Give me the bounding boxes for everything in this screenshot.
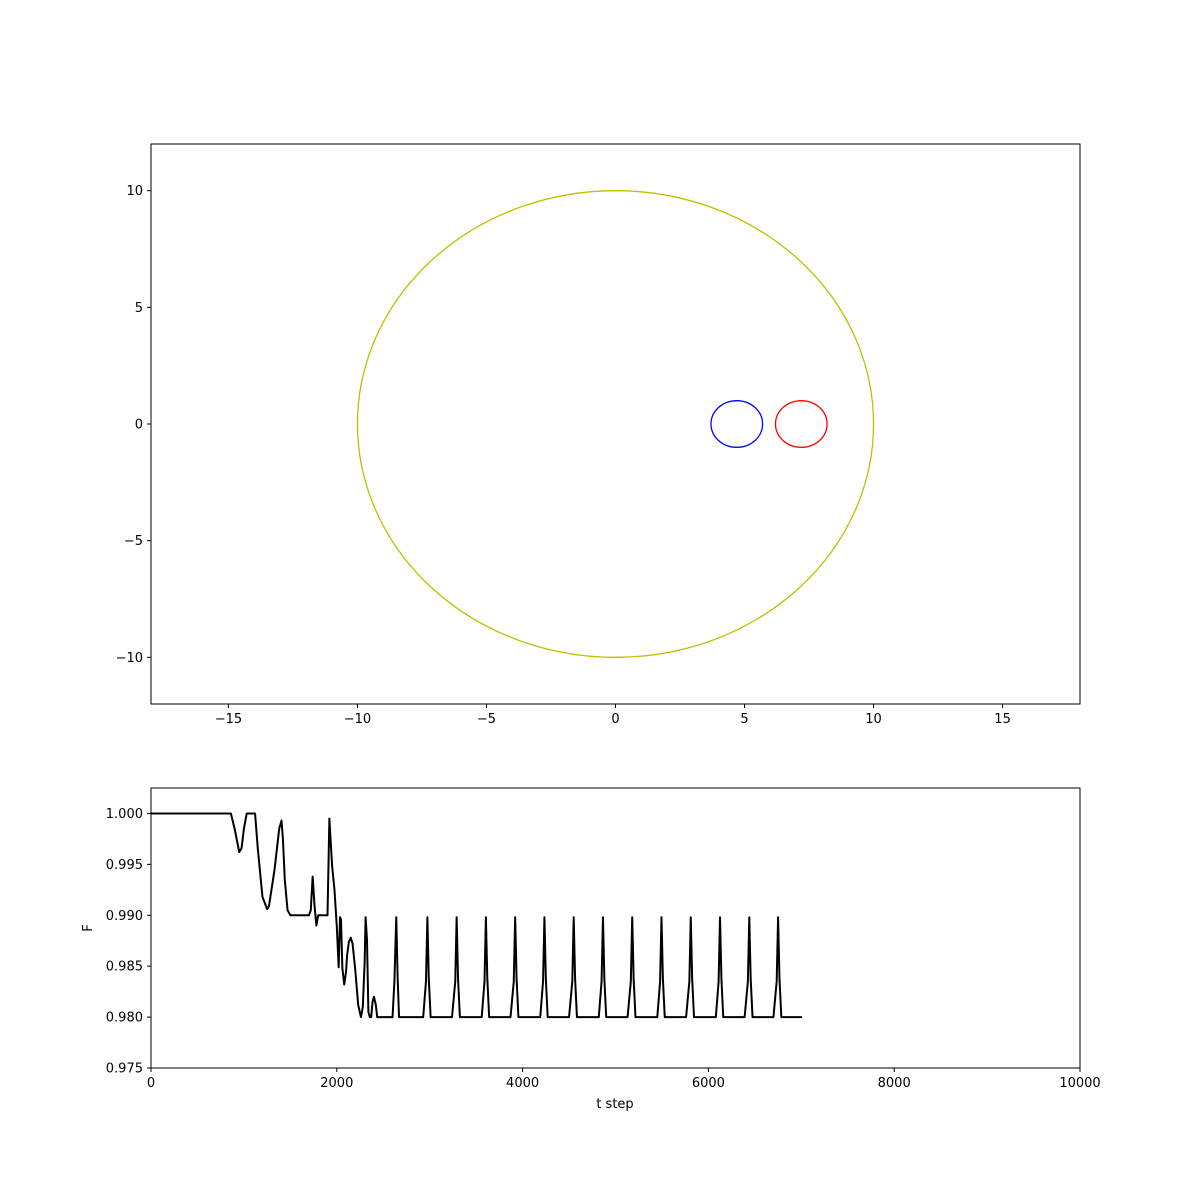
orbit-x-tick-label: −5 bbox=[477, 712, 496, 727]
orbit-x-tick-label: 5 bbox=[740, 712, 748, 727]
f-x-tick-label: 0 bbox=[147, 1076, 155, 1091]
f-panel: 0 2000 4000 6000 8000 10000 0.9750.9800.9850.… bbox=[81, 787, 1101, 1112]
orbit-y-tick-label: 5 bbox=[135, 301, 143, 316]
orbit-y-tick-label: 0 bbox=[135, 418, 143, 433]
orbit-x-tick-label: −15 bbox=[215, 712, 242, 727]
f-y-tick-label: 0.995 bbox=[106, 858, 143, 873]
f-y-tick-label: 1.000 bbox=[106, 807, 143, 822]
f-x-tick-label: 8000 bbox=[878, 1076, 911, 1091]
orbit-panel: −15 −10 −5 0 5 10 15 −10 −5 0 5 10 bbox=[116, 143, 1081, 727]
f-x-tick-label: 4000 bbox=[506, 1076, 539, 1091]
orbit-y-tick-label: −5 bbox=[124, 534, 143, 549]
f-x-ticks: 0 2000 4000 6000 8000 10000 bbox=[147, 1068, 1101, 1091]
outer-boundary-circle bbox=[356, 190, 875, 658]
red-body-circle bbox=[774, 400, 828, 448]
orbit-x-tick-label: 10 bbox=[865, 712, 882, 727]
f-y-tick-label: 0.985 bbox=[106, 960, 143, 975]
f-y-tick-label: 0.975 bbox=[106, 1062, 143, 1077]
orbit-x-tick-label: −10 bbox=[344, 712, 371, 727]
f-series-line bbox=[150, 812, 803, 1019]
orbit-circles bbox=[356, 190, 875, 658]
orbit-y-tick-label: −10 bbox=[116, 651, 143, 666]
orbit-y-ticks: −10 −5 0 5 10 bbox=[116, 184, 151, 666]
orbit-y-tick-label: 10 bbox=[126, 184, 143, 199]
f-y-tick-label: 0.990 bbox=[106, 909, 143, 924]
orbit-x-tick-label: 15 bbox=[994, 712, 1011, 727]
orbit-x-ticks: −15 −10 −5 0 5 10 15 bbox=[215, 704, 1011, 727]
f-y-ticks: 0.975 0.980 0.985 0.990 0.995 1.000 bbox=[106, 807, 151, 1077]
blue-body-circle bbox=[710, 400, 764, 448]
y-axis-label: F bbox=[81, 924, 96, 931]
f-x-tick-label: 10000 bbox=[1059, 1076, 1100, 1091]
orbit-x-tick-label: 0 bbox=[611, 712, 619, 727]
f-x-tick-label: 6000 bbox=[692, 1076, 725, 1091]
f-x-tick-label: 2000 bbox=[320, 1076, 353, 1091]
f-curve bbox=[150, 812, 803, 1019]
f-panel-frame bbox=[150, 787, 1081, 1069]
x-axis-label: t step bbox=[596, 1097, 633, 1112]
f-y-tick-label: 0.980 bbox=[106, 1011, 143, 1026]
